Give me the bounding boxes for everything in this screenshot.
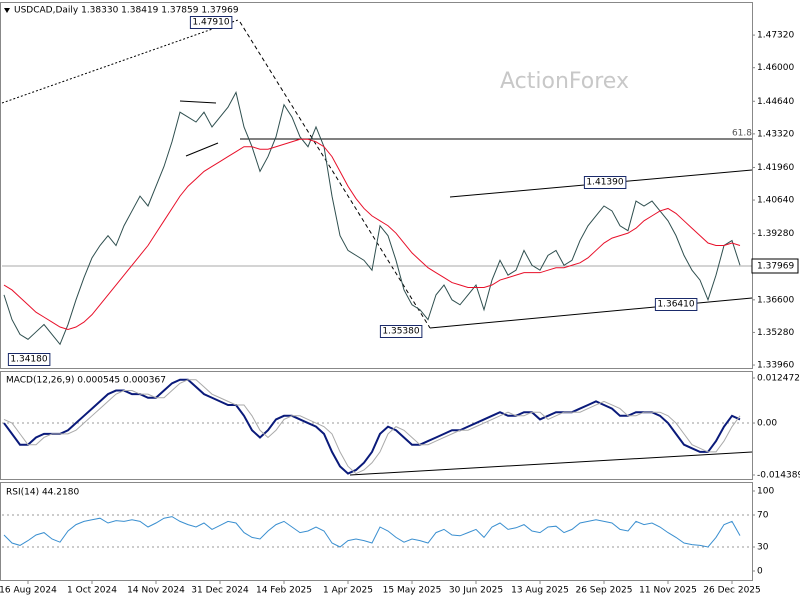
y-tick-label: 1.46000	[757, 63, 794, 73]
series-line	[3, 379, 741, 475]
annotation-box	[583, 176, 627, 189]
x-tick-label: 30 Jun 2025	[449, 586, 503, 596]
x-tick-label: 16 Aug 2024	[0, 586, 57, 596]
price-tag	[751, 258, 799, 274]
y-tick-label: 1.35280	[757, 328, 794, 338]
price-tag-label: 1.37969	[757, 262, 794, 272]
series-line	[3, 138, 741, 330]
y-tick-label: 100	[757, 487, 774, 497]
annotation-label: 61.8	[732, 129, 752, 139]
trend-line	[1, 19, 239, 104]
annotation-box	[654, 298, 698, 311]
y-tick-label: -0.014389	[757, 470, 800, 480]
y-tick-label: 30	[757, 543, 769, 553]
trend-line	[185, 142, 219, 157]
x-tick-label: 1 Apr 2025	[323, 586, 373, 596]
annotation-label: 1.36410	[657, 300, 694, 310]
y-tick-label: 1.40640	[757, 196, 794, 206]
x-tick-label: 13 Aug 2025	[511, 586, 569, 596]
annotation-label: 1.47910	[192, 18, 229, 28]
y-tick-label: 0.00	[757, 419, 777, 429]
y-tick-label: 1.41960	[757, 163, 794, 173]
x-tick-label: 15 May 2025	[383, 586, 442, 596]
watermark: ActionForex	[500, 69, 629, 94]
y-tick-label: 1.43320	[757, 129, 794, 139]
x-tick-label: 14 Nov 2024	[127, 586, 185, 596]
y-tick-label: 1.36600	[757, 295, 794, 305]
series-line	[3, 516, 741, 548]
macd-panel	[0, 371, 753, 480]
annotation-label: 1.41390	[586, 178, 623, 188]
annotation-box	[7, 353, 51, 366]
price-panel	[0, 2, 753, 369]
trend-line	[349, 451, 753, 476]
series-line	[3, 90, 741, 346]
annotation-label: 1.35380	[382, 327, 419, 337]
annotation-box	[379, 325, 423, 338]
chart-title: USDCAD,Daily 1.38330 1.38419 1.37859 1.3…	[14, 6, 239, 16]
panel-title: RSI(14) 44.2180	[6, 488, 79, 498]
y-tick-label: 1.47320	[757, 31, 794, 41]
annotation-label: 1.34180	[10, 355, 47, 365]
menu-arrow	[4, 8, 10, 13]
y-tick-label: 0.012472	[757, 373, 800, 383]
panel-title: MACD(12,26,9) 0.000545 0.000367	[6, 376, 166, 386]
rsi-panel	[0, 482, 753, 581]
x-tick-label: 31 Dec 2024	[191, 586, 249, 596]
x-tick-label: 1 Oct 2024	[67, 586, 117, 596]
x-tick-label: 26 Dec 2025	[703, 586, 761, 596]
x-tick-label: 11 Nov 2025	[639, 586, 697, 596]
x-tick-label: 26 Sep 2025	[575, 586, 632, 596]
y-tick-label: 1.44640	[757, 97, 794, 107]
y-tick-label: 1.33960	[757, 361, 794, 371]
y-tick-label: 0	[757, 567, 763, 577]
series-line	[3, 378, 741, 475]
y-tick-label: 1.39280	[757, 229, 794, 239]
trend-line	[429, 297, 753, 329]
annotation-box	[189, 16, 233, 29]
x-tick-label: 14 Feb 2025	[256, 586, 312, 596]
trend-line	[179, 100, 217, 104]
y-tick-label: 70	[757, 511, 769, 521]
